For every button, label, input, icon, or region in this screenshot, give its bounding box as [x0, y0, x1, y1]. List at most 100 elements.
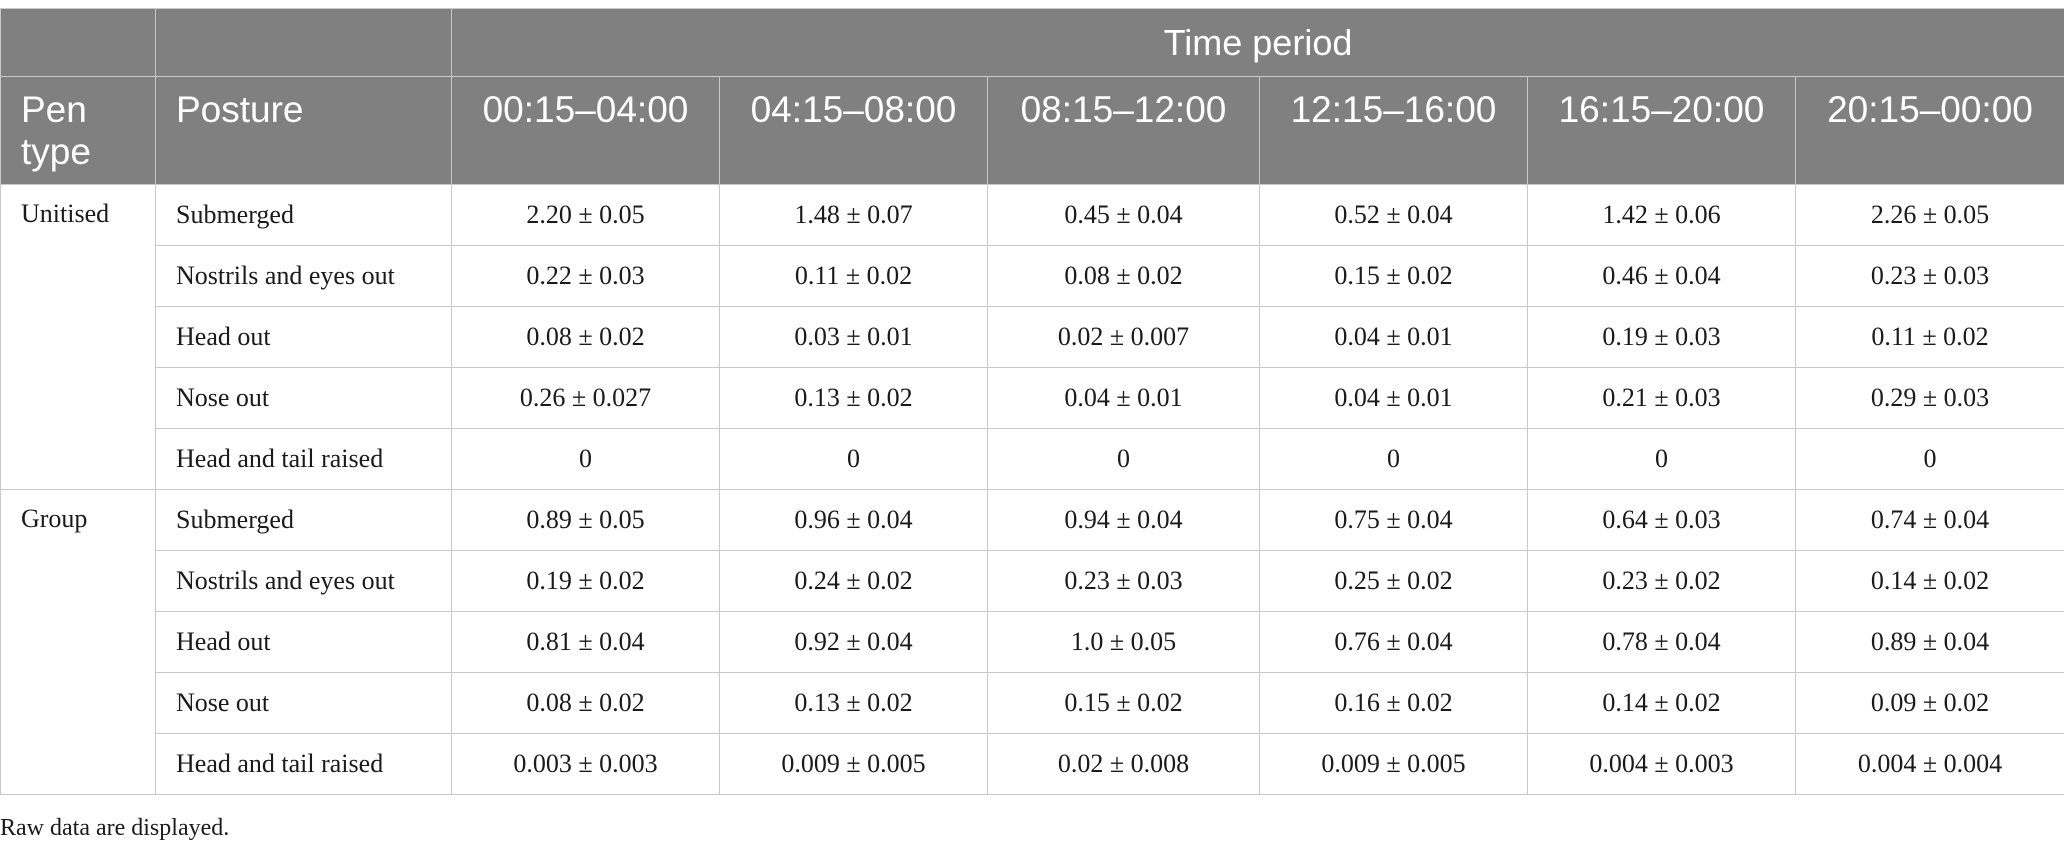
time-period-header: Time period: [451, 8, 2064, 77]
value-cell: 0.64 ± 0.03: [1527, 489, 1796, 551]
value-cell: 0.23 ± 0.02: [1527, 550, 1796, 612]
value-cell: 0.004 ± 0.004: [1795, 733, 2064, 795]
value-cell: 0.23 ± 0.03: [1795, 245, 2064, 307]
pen-type-header: Pen type: [0, 76, 156, 185]
posture-cell: Head out: [155, 611, 452, 673]
value-cell: 0.11 ± 0.02: [1795, 306, 2064, 368]
data-table-container: Time period Pen type Posture 00:15–04:00…: [0, 8, 2064, 795]
value-cell: 0.23 ± 0.03: [987, 550, 1260, 612]
header-empty-cell: [0, 8, 156, 77]
posture-cell: Nose out: [155, 367, 452, 429]
value-cell: 0.13 ± 0.02: [719, 672, 988, 734]
table-row: Head and tail raised 0 0 0 0 0 0: [1, 428, 2064, 490]
value-cell: 0.21 ± 0.03: [1527, 367, 1796, 429]
value-cell: 0.13 ± 0.02: [719, 367, 988, 429]
value-cell: 0.003 ± 0.003: [451, 733, 720, 795]
table-row: Nostrils and eyes out 0.19 ± 0.02 0.24 ± 0…: [1, 550, 2064, 612]
value-cell: 0.46 ± 0.04: [1527, 245, 1796, 307]
value-cell: 0.29 ± 0.03: [1795, 367, 2064, 429]
value-cell: 0.81 ± 0.04: [451, 611, 720, 673]
value-cell: 0.04 ± 0.01: [1259, 367, 1528, 429]
table-row: Nose out 0.26 ± 0.027 0.13 ± 0.02 0.04 ± 0.…: [1, 367, 2064, 429]
posture-cell: Submerged: [155, 184, 452, 246]
value-cell: 0: [719, 428, 988, 490]
value-cell: 2.20 ± 0.05: [451, 184, 720, 246]
posture-cell: Nostrils and eyes out: [155, 550, 452, 612]
value-cell: 0.14 ± 0.02: [1795, 550, 2064, 612]
value-cell: 0.004 ± 0.003: [1527, 733, 1796, 795]
value-cell: 0.009 ± 0.005: [719, 733, 988, 795]
value-cell: 0.15 ± 0.02: [987, 672, 1260, 734]
header-row-main: Pen type Posture 00:15–04:00 04:15–08:00…: [0, 76, 2064, 185]
value-cell: 0.78 ± 0.04: [1527, 611, 1796, 673]
value-cell: 0.04 ± 0.01: [1259, 306, 1528, 368]
value-cell: 1.48 ± 0.07: [719, 184, 988, 246]
value-cell: 0.09 ± 0.02: [1795, 672, 2064, 734]
posture-cell: Head and tail raised: [155, 428, 452, 490]
value-cell: 1.0 ± 0.05: [987, 611, 1260, 673]
value-cell: 0.04 ± 0.01: [987, 367, 1260, 429]
posture-cell: Head out: [155, 306, 452, 368]
value-cell: 0.19 ± 0.03: [1527, 306, 1796, 368]
posture-time-table: Time period Pen type Posture 00:15–04:00…: [0, 8, 2064, 795]
value-cell: 0.16 ± 0.02: [1259, 672, 1528, 734]
value-cell: 0.76 ± 0.04: [1259, 611, 1528, 673]
value-cell: 0.009 ± 0.005: [1259, 733, 1528, 795]
time-column-header: 12:15–16:00: [1259, 76, 1528, 185]
value-cell: 0.25 ± 0.02: [1259, 550, 1528, 612]
value-cell: 0.22 ± 0.03: [451, 245, 720, 307]
value-cell: 2.26 ± 0.05: [1795, 184, 2064, 246]
posture-cell: Nose out: [155, 672, 452, 734]
table-body: Unitised Submerged 2.20 ± 0.05 1.48 ± 0.07 0…: [0, 184, 2064, 795]
value-cell: 0.96 ± 0.04: [719, 489, 988, 551]
posture-cell: Submerged: [155, 489, 452, 551]
value-cell: 1.42 ± 0.06: [1527, 184, 1796, 246]
value-cell: 0.24 ± 0.02: [719, 550, 988, 612]
table-header: Time period Pen type Posture 00:15–04:00…: [0, 8, 2064, 185]
table-row: Group Submerged 0.89 ± 0.05 0.96 ± 0.04 0.94…: [0, 489, 2064, 795]
value-cell: 0.89 ± 0.05: [451, 489, 720, 551]
value-cell: 0.52 ± 0.04: [1259, 184, 1528, 246]
value-cell: 0.08 ± 0.02: [451, 672, 720, 734]
value-cell: 0: [1259, 428, 1528, 490]
header-empty-cell: [155, 8, 452, 77]
table-row: Unitised Submerged 2.20 ± 0.05 1.48 ± 0.07 0…: [0, 184, 2064, 490]
value-cell: 0.02 ± 0.007: [987, 306, 1260, 368]
posture-cell: Head and tail raised: [155, 733, 452, 795]
pen-type-cell: Group: [0, 489, 156, 795]
value-cell: 0.74 ± 0.04: [1795, 489, 2064, 551]
value-cell: 0.94 ± 0.04: [987, 489, 1260, 551]
value-cell: 0: [1527, 428, 1796, 490]
posture-cell: Nostrils and eyes out: [155, 245, 452, 307]
time-column-header: 04:15–08:00: [719, 76, 988, 185]
table-row: Head and tail raised 0.003 ± 0.003 0.009 ±…: [1, 733, 2064, 795]
value-cell: 0.11 ± 0.02: [719, 245, 988, 307]
table-row: Head out 0.81 ± 0.04 0.92 ± 0.04 1.0 ± 0.05…: [1, 611, 2064, 673]
table-row: Head out 0.08 ± 0.02 0.03 ± 0.01 0.02 ± 0.0…: [1, 306, 2064, 368]
pen-type-cell: Unitised: [0, 184, 156, 490]
table-footnote: Raw data are displayed.: [0, 815, 230, 841]
time-column-header: 00:15–04:00: [451, 76, 720, 185]
value-cell: 0.75 ± 0.04: [1259, 489, 1528, 551]
value-cell: 0.15 ± 0.02: [1259, 245, 1528, 307]
table-row: Nose out 0.08 ± 0.02 0.13 ± 0.02 0.15 ± 0.0…: [1, 672, 2064, 734]
posture-header: Posture: [155, 76, 452, 185]
value-cell: 0.14 ± 0.02: [1527, 672, 1796, 734]
value-cell: 0.02 ± 0.008: [987, 733, 1260, 795]
time-column-header: 08:15–12:00: [987, 76, 1260, 185]
time-column-header: 20:15–00:00: [1795, 76, 2064, 185]
value-cell: 0.45 ± 0.04: [987, 184, 1260, 246]
value-cell: 0.26 ± 0.027: [451, 367, 720, 429]
table-row: Nostrils and eyes out 0.22 ± 0.03 0.11 ± 0…: [1, 245, 2064, 307]
value-cell: 0.19 ± 0.02: [451, 550, 720, 612]
value-cell: 0.92 ± 0.04: [719, 611, 988, 673]
value-cell: 0: [987, 428, 1260, 490]
value-cell: 0: [451, 428, 720, 490]
value-cell: 0: [1795, 428, 2064, 490]
value-cell: 0.08 ± 0.02: [987, 245, 1260, 307]
value-cell: 0.08 ± 0.02: [451, 306, 720, 368]
header-row-top: Time period: [0, 8, 2064, 77]
value-cell: 0.03 ± 0.01: [719, 306, 988, 368]
value-cell: 0.89 ± 0.04: [1795, 611, 2064, 673]
time-column-header: 16:15–20:00: [1527, 76, 1796, 185]
